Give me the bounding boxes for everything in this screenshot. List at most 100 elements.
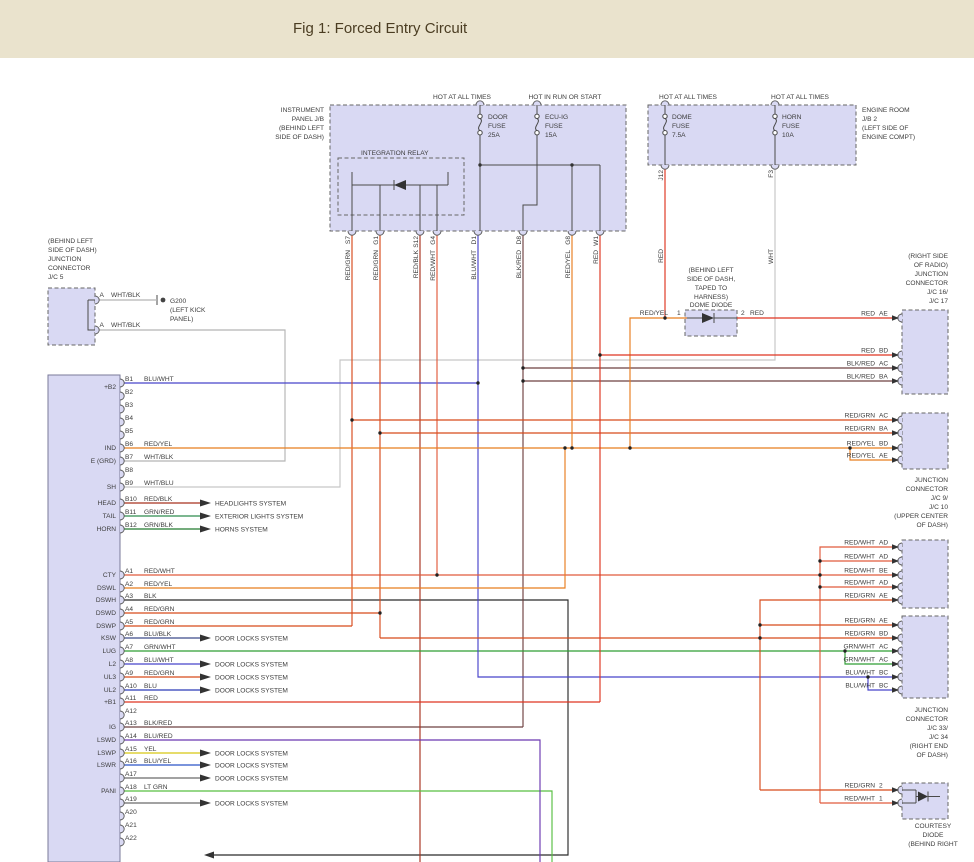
signal-label: LSWR [97,762,116,769]
wire-color-label: RED/WHT [144,568,175,575]
wire-color-label: RED/GRN [845,426,876,433]
dome-diode-box [684,309,738,337]
pin-id-label: BC [879,670,888,677]
system-ref-label: HORNS SYSTEM [215,527,268,534]
connector-title: J/C 10 [929,504,948,511]
connector-title: CONNECTOR [906,280,949,287]
pin-id-label: G1 [373,236,380,245]
pin-id-label: A22 [125,835,137,842]
wire-color-label: RED/WHT [844,554,875,561]
wire-color-label: GRN/RED [144,509,175,516]
pin-id-label: A [100,292,105,299]
net-blu-wht [122,231,892,691]
signal-label: L2 [109,661,117,668]
jb-title: (LEFT SIDE OF [862,125,908,132]
connector-title: CONNECTOR [906,716,949,723]
signal-label: UL3 [104,674,116,681]
wire-color-label: RED/BLK [413,249,420,278]
pin-id-label: J12 [658,170,665,181]
pin-id-label: G8 [565,236,572,245]
net-lt-grn [122,790,553,862]
wire-color-label: RED [750,310,764,317]
pin-id-label: A4 [125,606,133,613]
fuse-label: FUSE [782,123,800,130]
hot-label: HOT AT ALL TIMES [659,94,718,101]
net-red-wht [122,231,892,804]
pin-id-label: A20 [125,809,137,816]
figure-title: Fig 1: Forced Entry Circuit [293,20,468,37]
signal-label: +B2 [104,384,116,391]
net-blk-red [122,231,892,728]
wire-color-label: BLK/RED [847,361,875,368]
wire-color-label: BLU/WHT [471,250,478,280]
wire-color-label: WHT/BLU [144,480,174,487]
wire-color-label: RED/WHT [430,250,437,281]
wire-color-label: RED/BLK [144,496,173,503]
system-ref-label: DOOR LOCKS SYSTEM [215,636,288,643]
wire-color-label: RED/GRN [845,413,876,420]
connector-title: (UPPER CENTER [894,513,948,520]
pin-id-label: AD [879,554,888,561]
wire-color-label: WHT/BLK [144,454,174,461]
relay-diode-icon [394,180,406,190]
signal-label: TAIL [103,513,117,520]
pin-id-label: A13 [125,720,137,727]
wire-color-label: BLU/YEL [144,758,171,765]
signal-label: LSWP [97,750,116,757]
pin-id-label: AD [879,540,888,547]
dome-diode-title: TAPED TO [695,285,727,292]
pin-id-label: A16 [125,758,137,765]
fuse-label: FUSE [488,123,506,130]
fuse-label: 15A [545,132,557,139]
wire-color-label: BLK/RED [144,720,172,727]
wire-color-label: RED/YEL [565,250,572,279]
wire-color-label: RED/GRN [144,606,175,613]
pin-id-label: 2 [879,783,883,790]
pin-id-label: B10 [125,496,137,503]
connector-title: J/C 16/ [927,289,948,296]
pin-id-label: B2 [125,389,133,396]
signal-label: +B1 [104,699,116,706]
jb-title: (BEHIND LEFT [279,125,324,132]
pin-id-label: AC [879,413,888,420]
pin-id-label: AE [879,593,888,600]
pin-id-label: B3 [125,402,133,409]
ground-label: PANEL) [170,316,193,323]
net-wht-blk [97,299,286,462]
connector-title: (RIGHT SIDE [908,253,948,260]
wire-color-label: RED [593,250,600,264]
fuse-icon [478,118,777,131]
connector-title: SIDE OF DASH) [48,247,97,254]
pin-id-label: A17 [125,771,137,778]
dome-diode-title: HARNESS) [694,294,728,301]
pin-id-label: A19 [125,796,137,803]
wire-color-label: RED/WHT [844,796,875,803]
pin-id-label: AC [879,361,888,368]
jc33-box [901,539,949,609]
courtesy-diode-icon [918,791,928,802]
fuse-label: DOME [672,114,692,121]
system-ref-label: DOOR LOCKS SYSTEM [215,776,288,783]
signal-label: DSWD [96,610,116,617]
pin-id-label: A8 [125,657,133,664]
pin-id-label: G4 [430,236,437,245]
wire-color-label: RED/WHT [844,580,875,587]
pin-id-label: B5 [125,428,133,435]
connector-title: JUNCTION [915,477,949,484]
wire-color-label: WHT [768,249,775,264]
net-blu-red [122,739,541,862]
courtesy-diode-title: DIODE [923,832,944,839]
wire-color-label: RED/GRN [144,670,175,677]
connector-title: CONNECTOR [906,486,949,493]
pin-id-label: A18 [125,784,137,791]
wire-color-label: RED/GRN [345,250,352,281]
connector-title: J/C 5 [48,274,64,281]
signal-label: HORN [97,526,117,533]
fuse-label: FUSE [545,123,563,130]
jc9-10-box [901,412,949,470]
pin-id-label: BD [879,441,888,448]
signal-label: KSW [101,635,117,642]
net-blk [122,599,569,856]
pin-id-label: A2 [125,581,133,588]
